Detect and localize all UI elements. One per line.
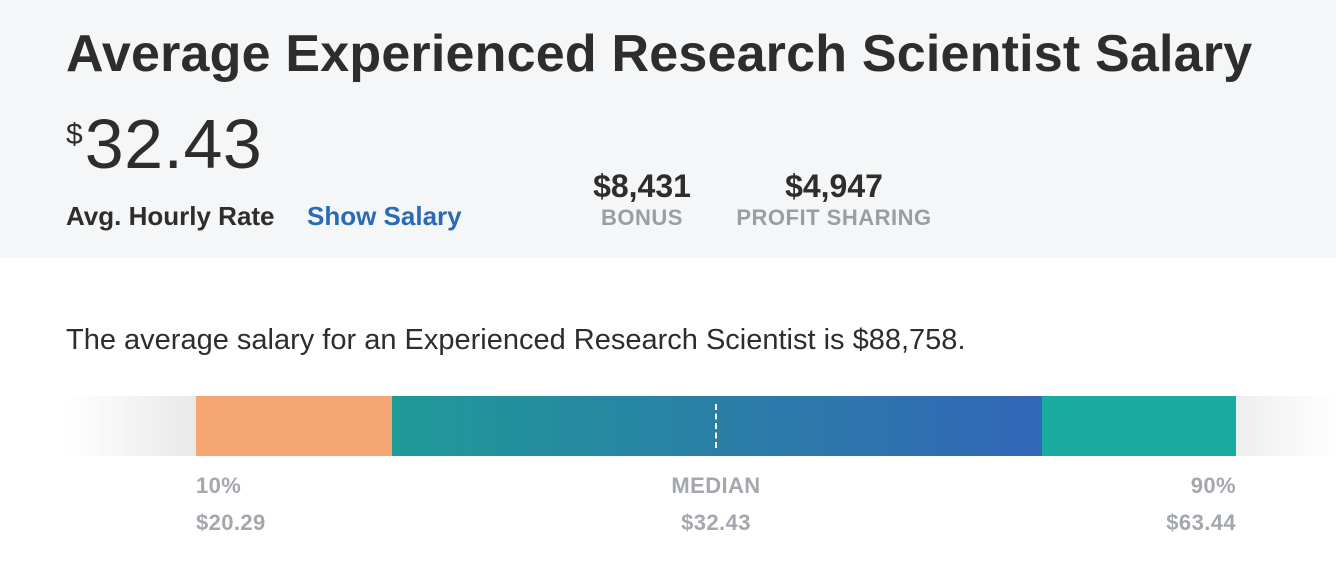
range-low-value: $20.29 xyxy=(196,510,266,535)
salary-range-mid-segment xyxy=(392,396,1042,456)
range-high-value: $63.44 xyxy=(1166,510,1236,535)
range-low-percentile: 10% xyxy=(196,473,242,498)
range-median-value: $32.43 xyxy=(681,510,751,535)
salary-summary: The average salary for an Experienced Re… xyxy=(66,324,966,356)
profit-sharing-label: PROFIT SHARING xyxy=(736,205,932,230)
page-title: Average Experienced Research Scientist S… xyxy=(66,25,1253,83)
salary-header: Average Experienced Research Scientist S… xyxy=(0,0,1336,258)
hourly-rate-amount: $32.43 xyxy=(66,104,262,184)
currency-symbol: $ xyxy=(66,118,83,151)
profit-sharing-stat: $4,947 PROFIT SHARING xyxy=(734,168,934,232)
show-salary-link[interactable]: Show Salary xyxy=(307,201,462,231)
hourly-rate-value: 32.43 xyxy=(84,105,263,183)
median-marker xyxy=(715,404,717,448)
hourly-rate-label: Avg. Hourly Rate xyxy=(66,201,275,231)
bonus-stat: $8,431 BONUS xyxy=(580,168,704,232)
bonus-value: $8,431 xyxy=(593,168,691,204)
range-median-label: MEDIAN xyxy=(671,473,761,498)
salary-range-high-segment xyxy=(1042,396,1236,456)
range-high-percentile: 90% xyxy=(1190,473,1236,498)
salary-range-low-segment xyxy=(196,396,392,456)
profit-sharing-value: $4,947 xyxy=(785,168,883,204)
bonus-label: BONUS xyxy=(601,205,683,230)
